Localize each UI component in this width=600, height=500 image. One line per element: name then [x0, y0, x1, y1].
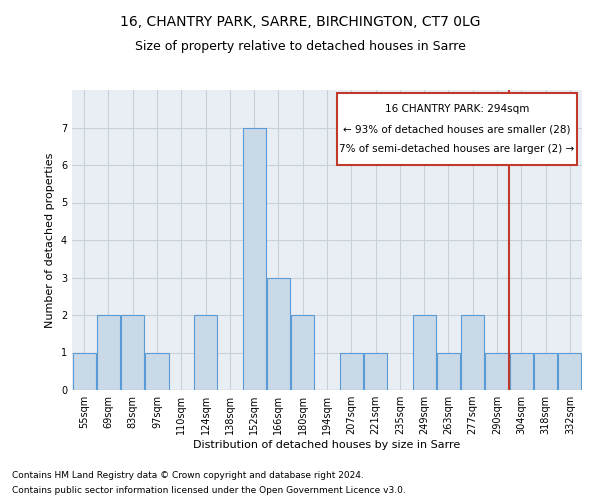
Bar [461, 315, 484, 390]
Bar [534, 352, 557, 390]
Bar [267, 278, 290, 390]
Text: Contains HM Land Registry data © Crown copyright and database right 2024.: Contains HM Land Registry data © Crown c… [12, 471, 364, 480]
Y-axis label: Number of detached properties: Number of detached properties [46, 152, 55, 328]
Text: Contains public sector information licensed under the Open Government Licence v3: Contains public sector information licen… [12, 486, 406, 495]
Text: 16, CHANTRY PARK, SARRE, BIRCHINGTON, CT7 0LG: 16, CHANTRY PARK, SARRE, BIRCHINGTON, CT… [120, 15, 480, 29]
X-axis label: Distribution of detached houses by size in Sarre: Distribution of detached houses by size … [193, 440, 461, 450]
Bar [97, 315, 120, 390]
Bar [145, 352, 169, 390]
FancyBboxPatch shape [337, 93, 577, 165]
Bar [242, 128, 266, 390]
Bar [121, 315, 144, 390]
Bar [510, 352, 533, 390]
Bar [291, 315, 314, 390]
Bar [73, 352, 95, 390]
Bar [437, 352, 460, 390]
Bar [364, 352, 387, 390]
Text: 7% of semi-detached houses are larger (2) →: 7% of semi-detached houses are larger (2… [340, 144, 575, 154]
Bar [194, 315, 217, 390]
Bar [340, 352, 363, 390]
Text: Size of property relative to detached houses in Sarre: Size of property relative to detached ho… [134, 40, 466, 53]
Bar [485, 352, 509, 390]
Bar [413, 315, 436, 390]
Text: ← 93% of detached houses are smaller (28): ← 93% of detached houses are smaller (28… [343, 124, 571, 134]
Text: 16 CHANTRY PARK: 294sqm: 16 CHANTRY PARK: 294sqm [385, 104, 529, 114]
Bar [559, 352, 581, 390]
